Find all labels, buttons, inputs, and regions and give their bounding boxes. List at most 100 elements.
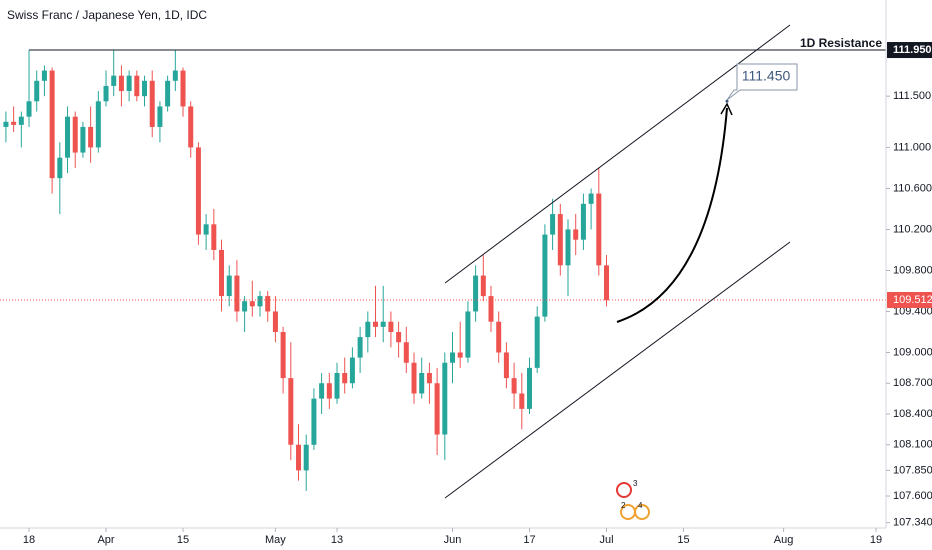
candle-body bbox=[234, 275, 240, 312]
candle-body bbox=[126, 75, 132, 92]
candle-body bbox=[265, 296, 271, 312]
y-tick-label: 107.340 bbox=[893, 517, 932, 529]
event-icon bbox=[634, 504, 650, 520]
y-tick-label: 110.200 bbox=[893, 223, 932, 235]
candle-body bbox=[403, 342, 409, 363]
candle-body bbox=[272, 311, 278, 332]
candle-body bbox=[134, 75, 140, 97]
candle-body bbox=[511, 378, 517, 394]
candle-body bbox=[334, 372, 340, 399]
event-count: 4 bbox=[638, 501, 643, 510]
target-callout bbox=[726, 63, 798, 101]
candle-body bbox=[165, 80, 171, 107]
x-tick-label: 17 bbox=[523, 534, 535, 546]
candle-body bbox=[550, 214, 556, 235]
x-tick-label: Jul bbox=[599, 534, 613, 546]
time-axis bbox=[0, 528, 932, 550]
y-tick-label: 109.400 bbox=[893, 305, 932, 317]
candle-body bbox=[280, 331, 286, 379]
candle-body bbox=[157, 106, 163, 127]
candle-body bbox=[419, 372, 425, 394]
x-tick-label: 15 bbox=[177, 534, 189, 546]
x-tick-label: Aug bbox=[774, 534, 794, 546]
x-tick-label: Apr bbox=[97, 534, 114, 546]
candle-body bbox=[211, 224, 217, 250]
resistance-price-box bbox=[887, 42, 932, 59]
y-tick-label: 107.850 bbox=[893, 464, 932, 476]
candle-body bbox=[596, 193, 602, 266]
candle-body bbox=[219, 249, 225, 297]
candle-body bbox=[580, 203, 586, 240]
candle-body bbox=[349, 357, 355, 384]
candle-body bbox=[249, 301, 255, 307]
candle-body bbox=[195, 147, 201, 235]
y-tick-label: 109.000 bbox=[893, 346, 932, 358]
target-label: 111.450 bbox=[742, 68, 791, 84]
y-tick-label: 111.000 bbox=[893, 141, 931, 153]
event-count: 2 bbox=[621, 501, 626, 510]
resistance-label: 1D Resistance bbox=[800, 36, 882, 50]
candle-body bbox=[480, 275, 486, 297]
candle-body bbox=[41, 70, 47, 81]
candle-body bbox=[65, 116, 71, 158]
channel-lower bbox=[444, 241, 791, 499]
events: 3 2 4 bbox=[616, 479, 650, 520]
candle-body bbox=[88, 126, 94, 148]
x-tick-label: Jun bbox=[444, 534, 462, 546]
y-tick-label: 111.500 bbox=[893, 90, 931, 102]
x-tick-label: 15 bbox=[677, 534, 689, 546]
candle-body bbox=[49, 70, 55, 179]
candle-body bbox=[411, 362, 417, 394]
candle-body bbox=[26, 101, 32, 117]
channel-upper bbox=[444, 24, 791, 284]
candle-body bbox=[326, 383, 332, 399]
price-axis bbox=[886, 0, 932, 528]
y-tick-label: 108.700 bbox=[893, 377, 932, 389]
y-tick-label: 108.400 bbox=[893, 408, 932, 420]
candle-body bbox=[142, 80, 148, 97]
candle-body bbox=[80, 126, 86, 153]
resistance-price-label: 111.950 bbox=[893, 44, 932, 56]
candle-body bbox=[257, 296, 263, 307]
candle-body bbox=[442, 362, 448, 435]
event-icon bbox=[616, 482, 632, 498]
candle-body bbox=[365, 321, 371, 338]
candle-body bbox=[188, 106, 194, 148]
x-tick-label: May bbox=[265, 534, 286, 546]
candle-body bbox=[457, 352, 463, 358]
candle-body bbox=[342, 372, 348, 384]
candle-body bbox=[396, 331, 402, 343]
candle-body bbox=[450, 352, 456, 363]
y-tick-label: 110.600 bbox=[893, 182, 932, 194]
candle-body bbox=[11, 121, 17, 125]
candle-body bbox=[103, 85, 109, 102]
candle-body bbox=[203, 224, 209, 235]
candle-body bbox=[426, 372, 432, 384]
last-price-box bbox=[887, 291, 932, 308]
candle-body bbox=[542, 234, 548, 317]
candle-body bbox=[434, 383, 440, 435]
y-tick-label: 108.100 bbox=[893, 439, 932, 451]
candle-body bbox=[373, 321, 379, 327]
axes: 111.500 111.000 110.600 110.200 109.800 109.4… bbox=[23, 90, 932, 546]
last-price-label: 109.512 bbox=[893, 294, 932, 306]
candle-body bbox=[465, 311, 471, 358]
candle-body bbox=[72, 116, 78, 153]
candle-body bbox=[557, 214, 563, 266]
candle-body bbox=[95, 101, 101, 148]
arrow-head bbox=[720, 102, 733, 116]
candle-body bbox=[226, 275, 232, 297]
projection-arrow bbox=[616, 107, 728, 323]
candle-body bbox=[519, 393, 525, 409]
y-tick-label: 107.600 bbox=[893, 490, 932, 502]
candle-body bbox=[303, 444, 309, 471]
chart-title: Swiss Franc / Japanese Yen, 1D, IDC bbox=[7, 8, 207, 22]
candle-body bbox=[111, 75, 117, 86]
candle-body bbox=[604, 265, 610, 301]
x-tick-label: 13 bbox=[331, 534, 343, 546]
candle-body bbox=[565, 229, 571, 266]
event-count: 3 bbox=[633, 479, 638, 488]
